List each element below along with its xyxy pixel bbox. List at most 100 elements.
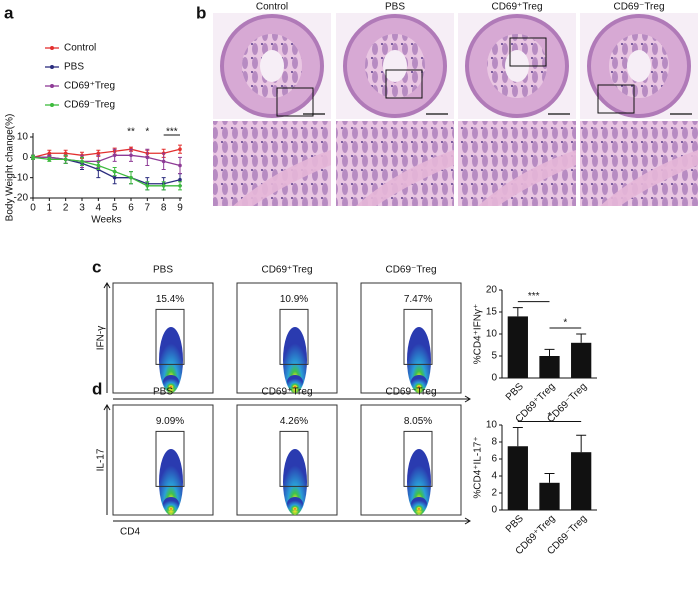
bar — [507, 446, 528, 510]
flow-hotspot — [163, 375, 179, 389]
series-line — [33, 156, 181, 185]
y-tick-label: -20 — [14, 193, 29, 204]
point — [178, 184, 182, 188]
flow-hotspot — [287, 375, 303, 389]
series-line — [32, 148, 181, 158]
y-arrow — [103, 282, 111, 393]
panel-label: a — [4, 3, 14, 22]
colon-core — [627, 50, 651, 82]
legend-marker — [50, 84, 54, 88]
legend-marker — [50, 46, 54, 50]
point — [178, 163, 182, 168]
legend-marker — [50, 103, 54, 107]
muscle-layer — [233, 150, 331, 206]
error-bar — [576, 434, 587, 453]
flow-hotspot — [287, 497, 303, 511]
legend-marker — [50, 65, 54, 69]
flow-y-label: IL-17 — [96, 448, 107, 471]
x-tick-label: PBS — [504, 381, 526, 403]
point — [129, 153, 133, 158]
y-tick-label: 4 — [491, 471, 497, 482]
point — [63, 151, 68, 156]
annotation: *** — [166, 127, 178, 138]
y-tick-label: 8 — [491, 437, 497, 448]
y-axis-label: %CD4⁺IL-17⁺ — [473, 436, 484, 498]
series-line — [33, 154, 181, 167]
point — [112, 153, 117, 158]
error-bar — [544, 348, 555, 356]
point — [145, 184, 150, 188]
comparison-label: * — [563, 318, 567, 329]
y-tick-label: 2 — [491, 488, 497, 499]
histology-label: Control — [256, 2, 288, 13]
histology-label: CD69⁻Treg — [613, 2, 664, 13]
legend-label: CD69⁺Treg — [64, 81, 115, 92]
y-tick-label: 0 — [22, 152, 28, 163]
point — [31, 155, 35, 160]
y-tick-label: 15 — [486, 307, 498, 318]
flow-title: PBS — [153, 265, 173, 276]
y-tick-label: 0 — [491, 505, 497, 516]
flow-gate — [403, 430, 433, 487]
muscle-layer — [478, 150, 576, 206]
y-tick-label: 10 — [17, 132, 29, 143]
flow-density — [283, 449, 307, 515]
flow-title: PBS — [153, 387, 173, 398]
x-tick-label: 8 — [161, 203, 167, 214]
y-tick-label: -10 — [14, 172, 29, 183]
point — [161, 184, 166, 188]
annotation: * — [145, 127, 149, 138]
flow-gate-label: 15.4% — [156, 294, 184, 305]
point — [178, 147, 182, 151]
point — [178, 177, 182, 182]
bar — [571, 342, 592, 378]
x-tick-label: 3 — [79, 203, 85, 214]
colon-core — [260, 50, 284, 82]
y-tick-label: 10 — [486, 329, 498, 340]
muscle-layer — [356, 150, 454, 206]
flow-gate — [403, 308, 433, 365]
y-axis-label: %CD4⁺IFNγ⁺ — [473, 304, 484, 365]
zoom-box — [385, 69, 423, 99]
flow-hotspot — [163, 497, 179, 511]
flow-density — [283, 327, 307, 393]
point — [145, 155, 150, 160]
y-tick-label: 20 — [486, 285, 498, 296]
annotation: ** — [127, 127, 135, 138]
y-arrow — [103, 404, 111, 515]
error-bar — [512, 307, 523, 317]
axis — [32, 133, 182, 199]
series-line — [32, 156, 180, 187]
point — [80, 159, 84, 164]
x-tick-label: PBS — [504, 513, 526, 535]
point — [47, 151, 52, 156]
panel-label: d — [92, 379, 102, 398]
flow-hotspot — [411, 375, 427, 389]
bar — [571, 452, 592, 510]
y-axis-label: Body Weight change(%) — [5, 114, 16, 222]
point — [96, 163, 101, 168]
x-arrow — [113, 517, 471, 525]
flow-title: CD69⁺Treg — [261, 265, 312, 276]
point — [47, 157, 52, 162]
zoom-box — [597, 84, 635, 114]
y-tick-label: 0 — [491, 373, 497, 384]
point — [112, 175, 117, 180]
flow-hotspot — [411, 497, 427, 511]
point — [161, 159, 166, 164]
flow-title: CD69⁻Treg — [385, 265, 436, 276]
comparison-label: *** — [528, 291, 540, 302]
flow-gate — [155, 430, 185, 487]
flow-gate-label: 7.47% — [404, 294, 432, 305]
legend-label: PBS — [64, 62, 84, 73]
error-bar — [512, 427, 523, 447]
point — [112, 169, 117, 174]
bar — [507, 316, 528, 378]
legend-label: Control — [64, 43, 96, 54]
legend-label: CD69⁻Treg — [64, 100, 115, 111]
y-tick-label: 6 — [491, 454, 497, 465]
comparison-label: * — [548, 411, 552, 422]
flow-density — [159, 449, 183, 515]
x-axis-label: Weeks — [91, 215, 121, 226]
zoom-box — [509, 37, 547, 67]
